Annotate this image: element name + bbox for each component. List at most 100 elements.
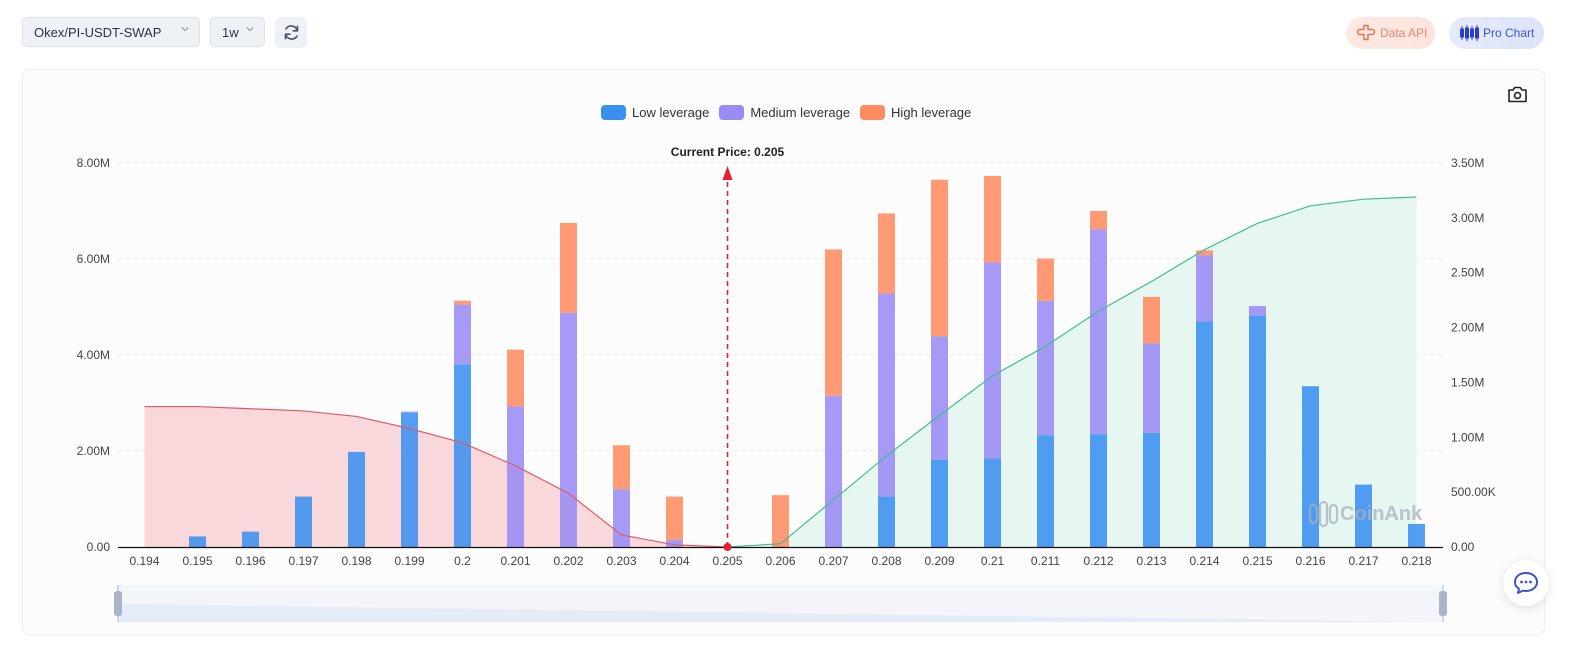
bar-low-leverage[interactable] (295, 496, 312, 547)
bar-low-leverage[interactable] (454, 364, 471, 547)
bar-medium-leverage[interactable] (666, 539, 683, 547)
legend-item-medium[interactable]: Medium leverage (719, 104, 851, 120)
x-tick-label: 0.215 (1242, 554, 1272, 568)
y-left-tick-label: 8.00M (77, 156, 110, 170)
x-tick-label: 0.194 (129, 554, 159, 568)
bar-high-leverage[interactable] (1037, 258, 1054, 301)
watermark-logo: CoinAnk (1308, 501, 1422, 527)
cumulative-long-area (727, 197, 1417, 548)
x-tick-label: 0.203 (606, 554, 636, 568)
camera-icon[interactable] (1507, 85, 1528, 104)
bar-medium-leverage[interactable] (878, 293, 895, 497)
bar-medium-leverage[interactable] (1090, 229, 1107, 435)
bar-low-leverage[interactable] (348, 451, 365, 547)
bar-high-leverage[interactable] (1143, 296, 1160, 344)
x-tick-label: 0.205 (712, 554, 742, 568)
bar-low-leverage[interactable] (1355, 484, 1372, 547)
y-left-tick-label: 0.00 (87, 540, 111, 554)
bar-low-leverage[interactable] (1196, 321, 1213, 547)
interval-select[interactable]: 1w (210, 17, 265, 47)
x-tick-label: 0.198 (341, 554, 371, 568)
chat-support-button[interactable] (1503, 560, 1549, 606)
bar-medium-leverage[interactable] (1143, 343, 1160, 433)
bar-medium-leverage[interactable] (1196, 255, 1213, 322)
legend-swatch-high (860, 104, 886, 120)
legend-label: High leverage (891, 104, 972, 120)
x-tick-label: 0.208 (871, 554, 901, 568)
y-left-tick-label: 2.00M (77, 444, 110, 458)
cumulative-short-line (144, 405, 728, 548)
refresh-button[interactable] (275, 17, 307, 48)
candlestick-icon (1460, 25, 1479, 41)
bar-medium-leverage[interactable] (1037, 300, 1054, 436)
bar-medium-leverage[interactable] (613, 489, 630, 547)
data-api-button[interactable]: Data API (1346, 17, 1435, 49)
legend-label: Medium leverage (750, 104, 851, 120)
chevron-down-icon (246, 27, 254, 32)
bar-high-leverage[interactable] (984, 175, 1001, 263)
legend-swatch-low (601, 104, 626, 120)
bar-high-leverage[interactable] (878, 213, 895, 294)
bar-low-leverage[interactable] (878, 496, 895, 547)
bar-low-leverage[interactable] (1090, 434, 1107, 547)
chevron-down-icon (181, 27, 189, 32)
bar-medium-leverage[interactable] (931, 336, 948, 460)
x-tick-label: 0.21 (981, 554, 1005, 568)
x-tick-label: 0.204 (659, 554, 689, 568)
y-right-tick-label: 1.50M (1451, 375, 1484, 389)
x-tick-label: 0.211 (1031, 554, 1060, 568)
bar-low-leverage[interactable] (1302, 386, 1319, 547)
x-tick-label: 0.202 (553, 554, 583, 568)
bar-medium-leverage[interactable] (507, 406, 524, 547)
interval-select-value: 1w (222, 24, 239, 40)
x-tick-label: 0.218 (1401, 554, 1431, 568)
bar-high-leverage[interactable] (1090, 211, 1107, 230)
bar-medium-leverage[interactable] (454, 304, 471, 365)
current-price-arrow (722, 166, 733, 180)
bar-low-leverage[interactable] (242, 531, 259, 547)
bar-high-leverage[interactable] (1196, 250, 1213, 256)
bar-high-leverage[interactable] (772, 495, 789, 547)
coinank-logo-icon (1308, 501, 1339, 527)
x-tick-label: 0.196 (235, 554, 265, 568)
bar-low-leverage[interactable] (984, 458, 1001, 547)
bar-high-leverage[interactable] (931, 179, 948, 337)
zoom-slider-right-handle[interactable] (1439, 591, 1447, 616)
x-tick-label: 0.213 (1136, 554, 1166, 568)
pro-chart-button[interactable]: Pro Chart (1449, 17, 1544, 49)
toolbar: Okex/PI-USDT-SWAP 1w Data API Pro Chart (0, 0, 1585, 66)
x-tick-label: 0.216 (1295, 554, 1325, 568)
bar-low-leverage[interactable] (1249, 315, 1266, 547)
bar-medium-leverage[interactable] (825, 395, 842, 547)
bar-medium-leverage[interactable] (1249, 306, 1266, 316)
bar-high-leverage[interactable] (454, 300, 471, 305)
y-right-tick-label: 2.50M (1451, 266, 1484, 280)
y-right-tick-label: 2.00M (1451, 321, 1484, 335)
bar-high-leverage[interactable] (507, 349, 524, 407)
x-tick-label: 0.207 (818, 554, 848, 568)
bar-high-leverage[interactable] (560, 223, 577, 313)
cumulative-long-line (727, 196, 1417, 548)
zoom-slider-left-handle[interactable] (114, 591, 122, 616)
bar-low-leverage[interactable] (1037, 435, 1054, 547)
bar-low-leverage[interactable] (401, 412, 418, 547)
x-tick-label: 0.199 (394, 554, 424, 568)
symbol-select[interactable]: Okex/PI-USDT-SWAP (22, 17, 200, 47)
bar-medium-leverage[interactable] (401, 411, 418, 413)
bar-medium-leverage[interactable] (560, 312, 577, 547)
bar-high-leverage[interactable] (613, 445, 630, 490)
bar-low-leverage[interactable] (189, 536, 206, 547)
bar-low-leverage[interactable] (1143, 432, 1160, 547)
bar-medium-leverage[interactable] (984, 262, 1001, 459)
legend-swatch-medium (719, 104, 745, 120)
chat-bubble-icon (1514, 572, 1538, 594)
bar-low-leverage[interactable] (1408, 523, 1425, 547)
bar-low-leverage[interactable] (931, 459, 948, 547)
legend-item-high[interactable]: High leverage (860, 104, 972, 120)
bar-high-leverage[interactable] (825, 249, 842, 396)
legend-item-low[interactable]: Low leverage (601, 104, 709, 120)
bar-high-leverage[interactable] (666, 496, 683, 540)
zoom-slider-preview (118, 604, 1443, 622)
current-price-dot (723, 543, 732, 551)
